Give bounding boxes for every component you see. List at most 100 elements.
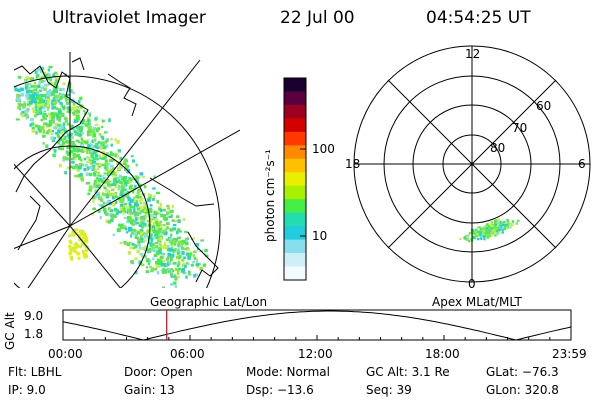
aurora-pixel xyxy=(129,189,133,192)
aurora-pixel xyxy=(94,183,98,186)
aurora-pixel xyxy=(78,129,83,132)
aurora-pixel xyxy=(22,104,27,109)
aurora-pixel xyxy=(478,230,481,233)
aurora-pixel xyxy=(97,154,102,158)
aurora-pixel xyxy=(499,221,503,224)
aurora-pixel xyxy=(87,192,91,196)
aurora-pixel xyxy=(162,259,166,263)
aurora-pixel xyxy=(32,85,35,88)
aurora-pixel xyxy=(45,123,50,128)
aurora-pixel xyxy=(80,126,84,131)
aurora-pixel xyxy=(111,193,115,197)
aurora-pixel xyxy=(95,142,99,146)
aurora-pixel xyxy=(136,230,139,233)
aurora-pixel xyxy=(94,150,98,154)
aurora-pixel xyxy=(177,219,181,223)
aurora-pixel xyxy=(114,195,118,199)
aurora-pixel xyxy=(103,131,108,134)
aurora-pixel xyxy=(54,122,59,127)
mlat-60-label: 60 xyxy=(536,99,552,113)
aurora-pixel xyxy=(135,195,139,199)
aurora-pixel xyxy=(54,89,59,94)
aurora-pixel xyxy=(469,237,473,241)
aurora-pixel xyxy=(134,271,138,275)
aurora-pixel xyxy=(115,182,118,185)
aurora-pixel xyxy=(92,207,96,211)
aurora-pixel-bright xyxy=(77,252,80,256)
aurora-pixel xyxy=(15,118,20,121)
aurora-pixel xyxy=(141,246,145,250)
aurora-pixel xyxy=(159,224,163,227)
aurora-pixel xyxy=(135,217,138,221)
aurora-pixel xyxy=(480,229,483,233)
aurora-pixel xyxy=(138,246,142,250)
aurora-pixel xyxy=(138,196,142,199)
aurora-pixel xyxy=(102,201,105,205)
aurora-pixel xyxy=(98,133,102,136)
aurora-pixel xyxy=(175,230,179,235)
aurora-pixel-bright xyxy=(84,237,88,241)
meridian xyxy=(27,225,71,288)
aurora-pixel xyxy=(72,98,75,102)
aurora-pixel xyxy=(179,244,182,248)
aurora-pixel xyxy=(86,160,90,164)
aurora-pixel xyxy=(69,132,73,136)
aurora-pixel xyxy=(20,92,25,97)
aurora-pixel xyxy=(19,87,24,92)
aurora-pixel-bright xyxy=(71,246,75,250)
aurora-pixel xyxy=(156,191,160,195)
aurora-pixel-bright xyxy=(69,255,73,259)
aurora-pixel xyxy=(105,144,109,148)
aurora-pixel xyxy=(507,222,510,225)
aurora-pixel xyxy=(483,235,486,238)
aurora-pixel xyxy=(137,216,140,220)
aurora-pixel xyxy=(152,257,155,261)
aurora-pixel xyxy=(142,231,146,236)
aurora-pixel xyxy=(150,267,155,272)
aurora-pixel xyxy=(133,175,136,178)
aurora-pixel xyxy=(138,224,143,227)
aurora-pixel xyxy=(177,261,181,265)
aurora-pixel xyxy=(495,230,499,233)
aurora-pixel xyxy=(27,77,31,81)
aurora-pixel xyxy=(53,149,57,153)
aurora-pixel xyxy=(127,251,132,255)
aurora-pixel xyxy=(58,137,63,142)
aurora-pixel xyxy=(93,126,97,130)
aurora-pixel xyxy=(37,84,41,89)
aurora-pixel xyxy=(149,210,152,213)
aurora-pixel xyxy=(476,232,479,236)
aurora-pixel xyxy=(143,248,146,252)
aurora-pixel xyxy=(75,119,79,123)
polar-panel-label: Apex MLat/MLT xyxy=(432,295,522,309)
aurora-pixel xyxy=(170,242,174,246)
aurora-pixel xyxy=(66,110,70,113)
aurora-pixel xyxy=(48,119,52,123)
aurora-pixel xyxy=(185,239,188,242)
aurora-pixel xyxy=(190,263,194,267)
aurora-pixel xyxy=(505,226,509,229)
aurora-pixel xyxy=(40,118,44,122)
aurora-pixel xyxy=(66,157,69,161)
aurora-pixel xyxy=(57,129,61,134)
aurora-pixel xyxy=(42,115,46,119)
aurora-pixel xyxy=(41,99,46,104)
colorbar-step xyxy=(284,212,306,227)
altitude-plot xyxy=(62,309,572,341)
aurora-pixel xyxy=(114,153,118,158)
aurora-pixel xyxy=(90,144,93,147)
aurora-pixel xyxy=(497,229,501,233)
aurora-pixel xyxy=(25,116,28,120)
aurora-pixel xyxy=(130,198,135,202)
aurora-pixel xyxy=(95,178,99,183)
aurora-pixel-bright xyxy=(85,248,88,252)
aurora-pixel xyxy=(28,86,31,90)
aurora-pixel-bright xyxy=(82,235,86,239)
aurora-pixel xyxy=(148,241,152,245)
aurora-pixel xyxy=(23,101,26,104)
coastline xyxy=(17,195,41,251)
aurora-pixel xyxy=(98,204,102,207)
mlt-12-label: 12 xyxy=(465,47,481,61)
aurora-pixel xyxy=(114,207,118,211)
